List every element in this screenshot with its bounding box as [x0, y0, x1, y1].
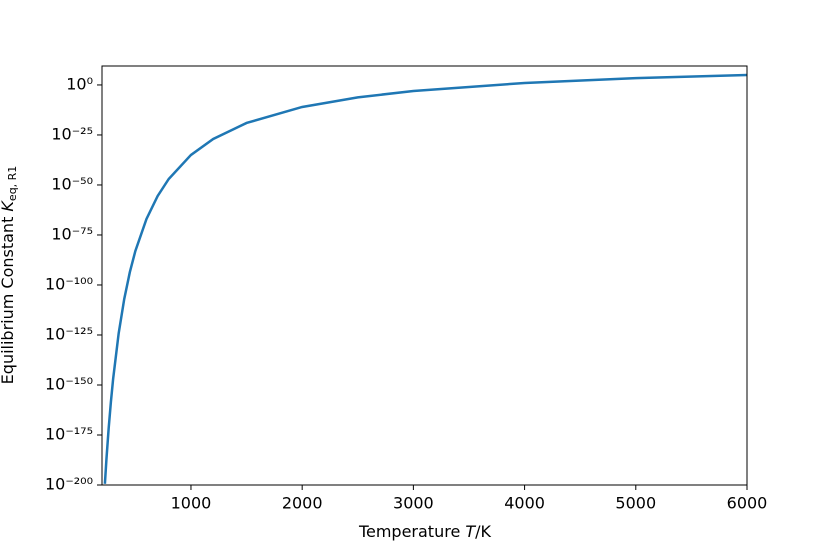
x-tick-label: 5000 [615, 494, 656, 513]
x-tick-label: 6000 [727, 494, 768, 513]
x-tick-label: 2000 [282, 494, 323, 513]
y-tick-label: 10⁻¹⁷⁵ [45, 424, 93, 443]
data-line [103, 73, 747, 484]
x-axis-label: Temperature T/K [358, 522, 492, 541]
y-tick-label: 10⁻¹²⁵ [45, 324, 93, 343]
x-label-text: Temperature [358, 522, 465, 541]
y-tick-label: 10⁻⁵⁰ [51, 174, 93, 193]
x-label-unit: /K [475, 522, 491, 541]
x-tick-label: 3000 [393, 494, 434, 513]
x-tick-label: 1000 [171, 494, 212, 513]
y-tick-label: 10⁰ [66, 74, 93, 93]
y-tick-label: 10⁻⁷⁵ [51, 224, 93, 243]
y-tick-label: 10⁻²⁵ [51, 124, 93, 143]
y-label-symbol: K [0, 200, 17, 212]
y-axis-label: Equilibrium Constant Keq, R1 [0, 166, 19, 385]
y-label-subscript: eq, R1 [6, 166, 19, 201]
y-tick-label: 10⁻¹⁵⁰ [45, 374, 93, 393]
y-tick-label: 10⁻²⁰⁰ [45, 475, 93, 494]
x-tick-label: 4000 [504, 494, 545, 513]
x-label-symbol: T [465, 522, 476, 541]
y-tick-label: 10⁻¹⁰⁰ [45, 274, 93, 293]
plot-frame [101, 65, 748, 486]
y-label-text: Equilibrium Constant [0, 212, 17, 385]
